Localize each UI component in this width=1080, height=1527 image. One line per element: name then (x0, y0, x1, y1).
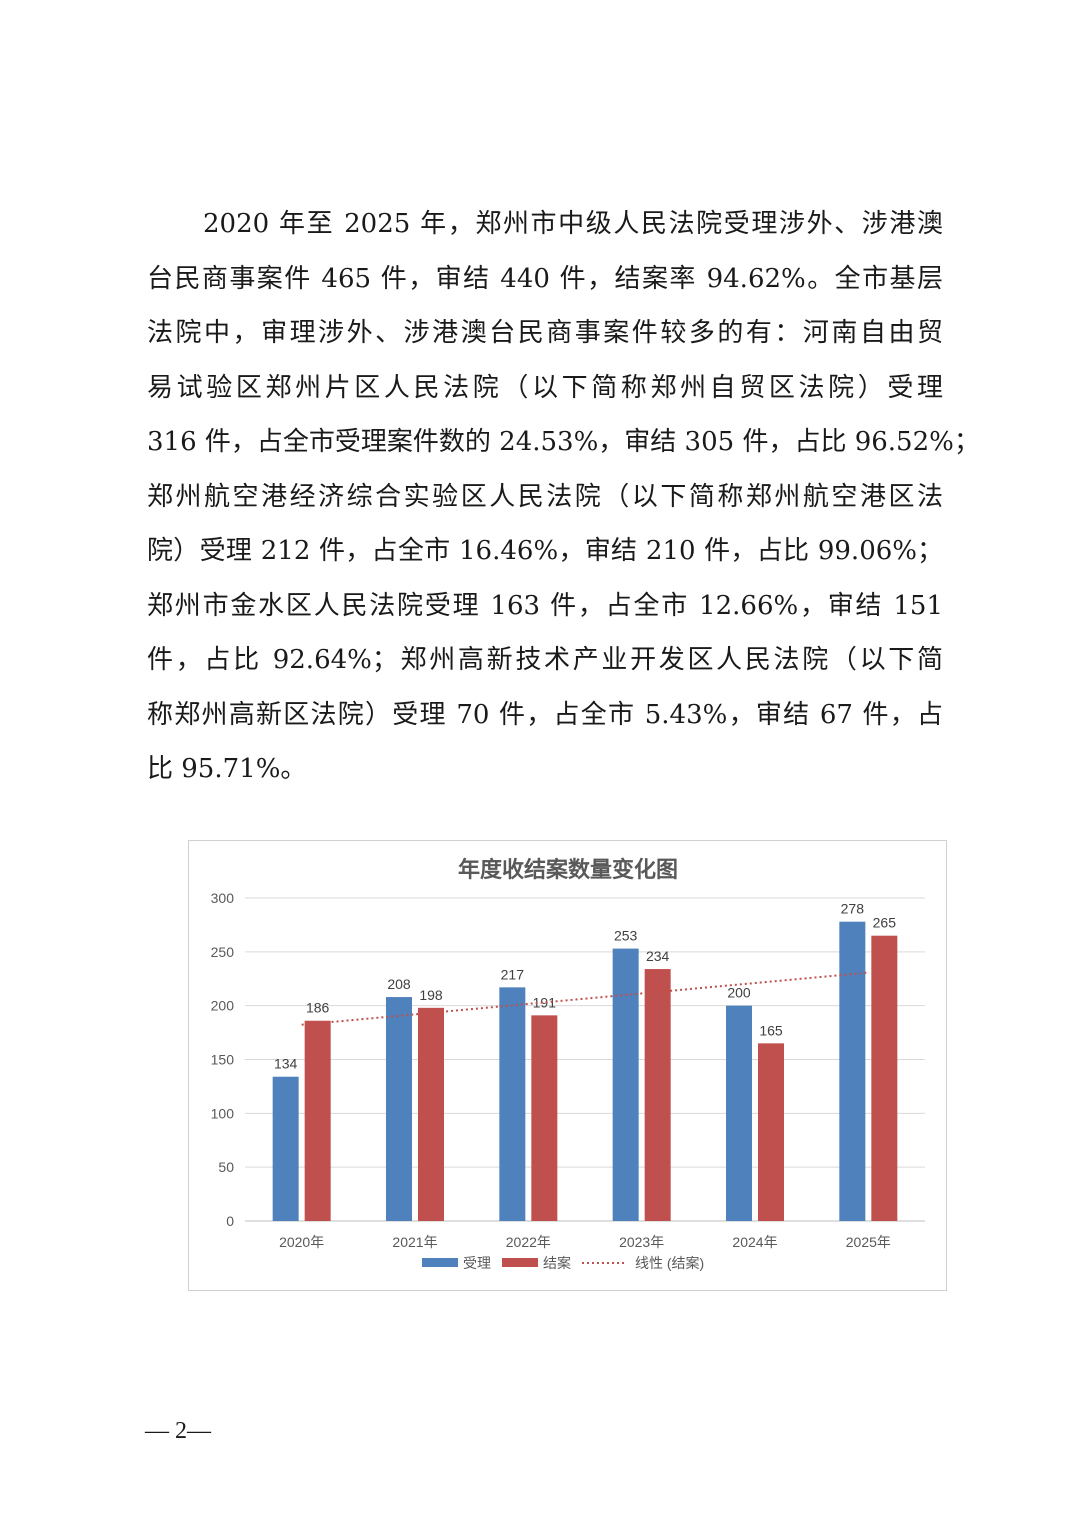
x-tick-label: 2024年 (732, 1234, 777, 1250)
data-label: 186 (306, 1000, 330, 1016)
x-tick-label: 2021年 (392, 1234, 437, 1250)
paragraph-line: 2020 年至 2025 年，郑州市中级人民法院受理涉外、涉港澳 (203, 209, 943, 239)
legend-swatch-accepted (422, 1258, 458, 1267)
paragraph-line: 郑州航空港经济综合实验区人民法院（以下简称郑州航空港区法 (147, 481, 943, 512)
bar-closed (758, 1043, 784, 1221)
data-label: 200 (727, 985, 751, 1001)
data-label: 265 (873, 915, 897, 931)
x-tick-label: 2022年 (506, 1234, 551, 1250)
paragraph-line: 称郑州高新区法院）受理 70 件，占全市 5.43%，审结 67 件，占 (147, 699, 943, 730)
bar-closed (644, 969, 671, 1221)
y-tick-label: 100 (211, 1105, 235, 1121)
data-label: 134 (274, 1056, 298, 1072)
paragraph-line: 法院中，审理涉外、涉港澳台民商事案件较多的有：河南自由贸 (147, 318, 943, 348)
body-paragraph: 2020 年至 2025 年，郑州市中级人民法院受理涉外、涉港澳台民商事案件 4… (147, 197, 980, 797)
paragraph-line: 件，占比 92.64%；郑州高新技术产业开发区人民法院（以下简 (147, 645, 943, 675)
legend-label-accepted: 受理 (463, 1255, 491, 1271)
y-tick-label: 0 (226, 1213, 234, 1229)
data-label: 165 (759, 1022, 783, 1038)
bar-accepted (612, 948, 639, 1221)
bar-closed (304, 1020, 331, 1221)
paragraph-line: 316 件，占全市受理案件数的 24.53%，审结 305 件，占比 96.52… (147, 427, 980, 457)
bar-accepted (272, 1076, 299, 1221)
paragraph-line: 比 95.71%。 (147, 754, 307, 784)
bar-closed (871, 935, 898, 1221)
bar-accepted (386, 997, 412, 1221)
data-label: 278 (841, 901, 865, 917)
page-number: — 2— (145, 1418, 211, 1444)
x-tick-label: 2020年 (279, 1234, 324, 1250)
bar-accepted (726, 1005, 752, 1221)
y-tick-label: 150 (211, 1052, 235, 1068)
bar-accepted (839, 921, 866, 1221)
y-tick-label: 50 (218, 1159, 234, 1175)
data-label: 198 (419, 987, 443, 1003)
legend-label-closed: 结案 (543, 1255, 571, 1271)
paragraph-line: 台民商事案件 465 件，审结 440 件，结案率 94.62%。全市基层 (147, 263, 943, 294)
legend-swatch-closed (502, 1258, 538, 1267)
data-label: 208 (387, 976, 411, 992)
data-label: 217 (501, 966, 525, 982)
x-tick-label: 2023年 (619, 1234, 664, 1250)
data-label: 253 (614, 928, 638, 944)
bar-closed (531, 1015, 558, 1221)
bar-accepted (499, 987, 526, 1221)
data-label: 234 (646, 948, 670, 964)
bar-closed (418, 1007, 444, 1221)
data-label: 191 (533, 994, 557, 1010)
paragraph-line: 院）受理 212 件，占全市 16.46%，审结 210 件，占比 99.06%… (147, 536, 943, 566)
paragraph-line: 易试验区郑州片区人民法院（以下简称郑州自贸区法院）受理 (147, 372, 943, 403)
y-tick-label: 250 (211, 944, 235, 960)
chart-svg: 年度收结案数量变化图 0 50 100 150 200 250 300 2020年 134 186… (211, 857, 925, 1271)
legend-label-trendline: 线性 (结案) (635, 1255, 704, 1271)
chart-title: 年度收结案数量变化图 (458, 857, 678, 882)
paragraph-line: 郑州市金水区人民法院受理 163 件，占全市 12.66%，审结 151 (147, 590, 943, 621)
bar-chart: 年度收结案数量变化图 0 50 100 150 200 250 300 2020年 134 186… (188, 840, 947, 1291)
x-tick-label: 2025年 (846, 1234, 891, 1250)
y-tick-label: 300 (211, 890, 235, 906)
y-tick-label: 200 (211, 998, 235, 1014)
